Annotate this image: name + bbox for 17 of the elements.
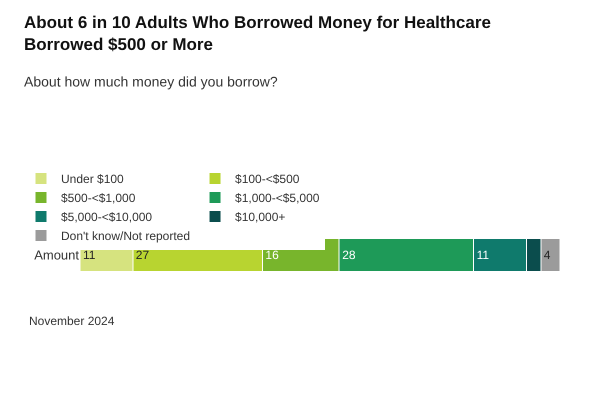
chart-subtitle: About how much money did you borrow? (24, 73, 278, 90)
annotation: November 2024 (29, 314, 115, 328)
legend-label: $5,000-<$10,000 (61, 210, 152, 224)
chart-title: About 6 in 10 Adults Who Borrowed Money for Healthcare Borrowed $500 or More (24, 13, 491, 54)
legend-label: $100-<$500 (235, 172, 300, 186)
data-label: 28 (342, 248, 356, 262)
y-tick-label: Amount (34, 248, 80, 263)
legend-label: $500-<$1,000 (61, 191, 136, 206)
data-label: 11 (83, 248, 96, 262)
data-label: 4 (544, 248, 551, 262)
data-label: 27 (136, 248, 150, 262)
legend-label: $10,000+ (235, 210, 286, 224)
legend-label: $1,000-<$5,000 (235, 191, 320, 206)
data-label: 16 (265, 248, 280, 262)
legend-label: Don't know/Not reported (61, 229, 190, 244)
data-label: 11 (476, 248, 490, 262)
legend-label: Under $100 (61, 172, 124, 186)
